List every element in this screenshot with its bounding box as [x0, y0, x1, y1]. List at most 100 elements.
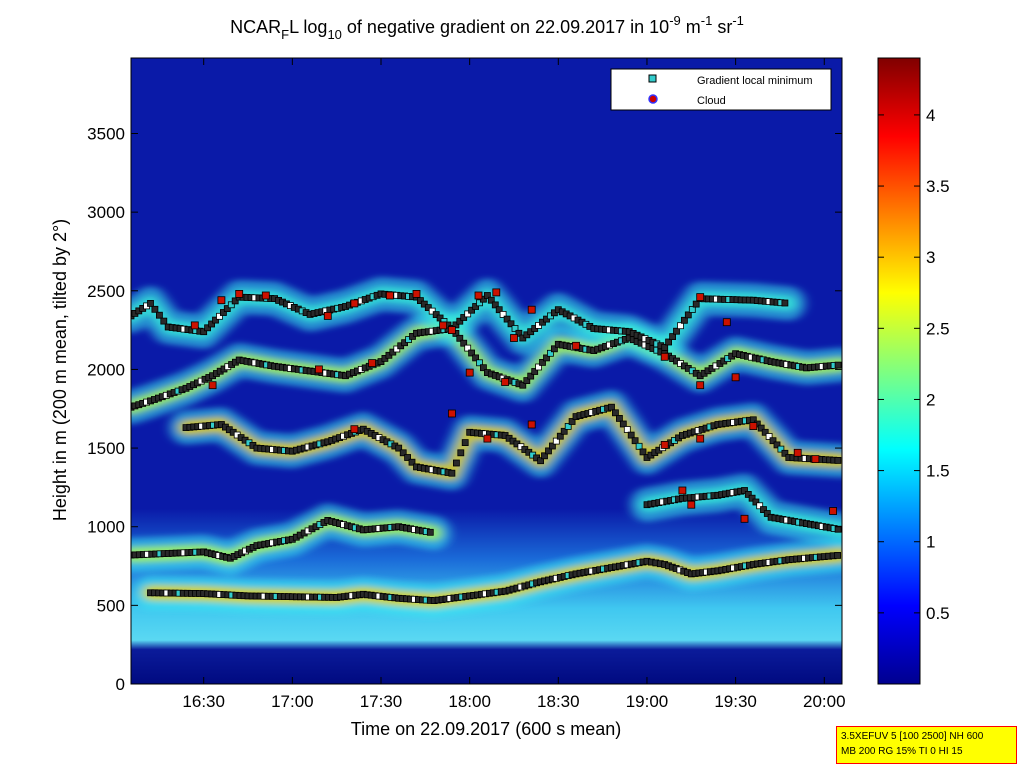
y-tick-label: 3000	[87, 203, 125, 222]
minimum-marker	[760, 506, 767, 514]
x-tick-label: 18:30	[537, 692, 580, 711]
x-tick-label: 19:30	[714, 692, 757, 711]
cloud-marker	[217, 296, 226, 305]
minimum-marker	[212, 316, 219, 324]
minimum-marker	[757, 424, 765, 432]
cloud-marker	[696, 293, 705, 302]
title-unit1: m	[681, 17, 701, 37]
minimum-marker	[483, 292, 491, 299]
cloud-marker	[740, 514, 749, 523]
minimum-marker	[461, 439, 469, 447]
minimum-marker	[545, 447, 552, 455]
minimum-marker	[539, 358, 546, 366]
minimum-marker	[756, 502, 764, 510]
cloud-marker	[314, 365, 323, 374]
cloud-marker	[749, 422, 758, 431]
minimum-marker	[395, 444, 403, 452]
minimum-marker	[468, 349, 476, 357]
minimum-marker	[527, 372, 535, 380]
minimum-marker	[468, 306, 476, 314]
y-tick-label: 2000	[87, 360, 125, 379]
cloud-marker	[350, 425, 359, 434]
y-axis-label: Height in m (200 m mean, tilted by 2°)	[50, 219, 70, 521]
minimum-marker	[834, 552, 841, 559]
minimum-marker	[160, 317, 168, 325]
colorbar-tick-label: 4	[926, 106, 935, 125]
minimum-marker	[424, 304, 432, 312]
minimum-marker	[460, 314, 468, 321]
minimum-marker	[631, 437, 639, 445]
title-prefix-sub: F	[281, 27, 289, 42]
minimum-marker	[665, 338, 672, 346]
chart-title: NCARFL log10 of negative gradient on 22.…	[230, 13, 744, 42]
colorbar-tick-label: 1.5	[926, 462, 950, 481]
minimum-marker	[619, 420, 627, 428]
minimum-marker	[227, 301, 235, 309]
y-axis: 0 500 1000 1500 2000 2500 3000 3500	[87, 124, 842, 694]
minimum-marker	[623, 426, 631, 433]
title-exp2: -1	[701, 13, 713, 28]
x-tick-label: 19:00	[626, 692, 669, 711]
minimum-marker	[457, 449, 465, 457]
minimum-marker	[155, 311, 163, 319]
cloud-marker	[323, 311, 332, 320]
minimum-marker	[763, 510, 771, 517]
minimum-marker	[692, 300, 700, 308]
colorbar	[877, 57, 921, 685]
cloud-marker	[572, 341, 580, 350]
y-tick-label: 2500	[87, 282, 125, 301]
minimum-marker	[507, 320, 515, 328]
minimum-marker	[515, 329, 523, 337]
minimum-marker	[741, 487, 748, 494]
cloud-marker	[447, 409, 456, 418]
minimum-marker	[535, 363, 542, 371]
minimum-marker	[472, 354, 480, 362]
cloud-marker	[501, 378, 510, 386]
x-tick-label: 20:00	[803, 692, 846, 711]
title-exp3: -1	[732, 13, 744, 28]
minimum-marker	[552, 437, 560, 445]
minimum-marker	[748, 494, 756, 502]
cloud-marker	[527, 420, 536, 429]
cloud-marker	[439, 321, 448, 330]
minimum-series-L3	[643, 487, 842, 533]
cloud-marker	[811, 455, 820, 464]
cloud-marker	[350, 299, 359, 308]
minimum-marker	[460, 339, 468, 347]
minimum-marker	[448, 469, 456, 477]
colorbar-tick-label: 1	[926, 533, 935, 552]
cloud-marker	[829, 507, 837, 515]
minimum-marker	[231, 297, 239, 305]
cloud-marker	[492, 288, 501, 297]
minimum-marker	[426, 528, 434, 536]
legend-cloud-label: Cloud	[697, 95, 726, 107]
cloud-marker	[474, 291, 483, 300]
minimum-marker	[556, 432, 564, 440]
minimum-marker	[560, 427, 568, 435]
title-after-prefix: L log	[289, 17, 327, 37]
minimum-marker	[476, 359, 483, 367]
x-tick-label: 17:00	[271, 692, 314, 711]
minimum-marker	[208, 320, 216, 328]
x-tick-label: 17:30	[360, 692, 403, 711]
minimum-marker	[404, 454, 412, 461]
minimum-marker	[834, 361, 842, 369]
minimum-marker	[531, 368, 539, 375]
cloud-marker	[731, 373, 740, 382]
minimum-marker	[537, 457, 544, 465]
minimum-series-L1	[147, 552, 841, 604]
minimum-marker	[472, 303, 480, 310]
minimum-marker	[688, 306, 696, 313]
y-tick-label: 0	[116, 675, 125, 694]
minimum-marker	[834, 525, 842, 533]
minimum-marker	[543, 354, 550, 362]
x-axis: 16:30 17:00 17:30 18:00 18:30 19:00 19:30 20:00	[182, 58, 846, 711]
minimum-marker	[781, 299, 789, 307]
minimum-marker	[677, 322, 684, 330]
minimum-marker	[216, 312, 223, 320]
cloud-marker	[722, 318, 731, 327]
cloud-marker	[510, 334, 518, 342]
minimum-marker	[499, 310, 507, 318]
minimum-marker	[752, 498, 760, 506]
